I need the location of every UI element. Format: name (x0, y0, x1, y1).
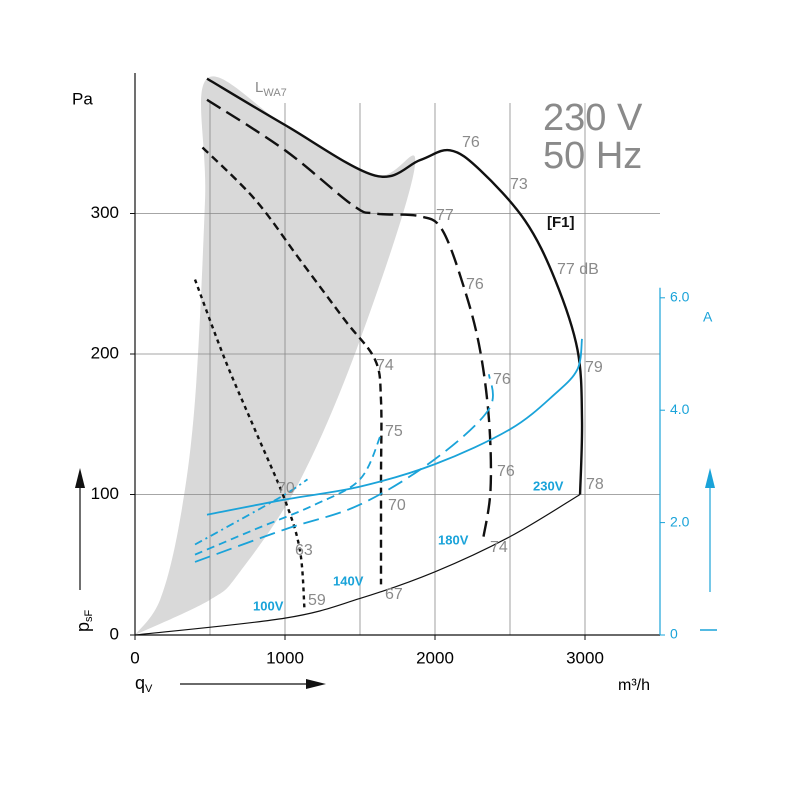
curve (206, 338, 583, 516)
y2-tick-label: 2.0 (670, 513, 690, 529)
y2-unit: A (703, 309, 713, 325)
y-label-sub: sF (83, 609, 95, 622)
db-label: 67 (385, 586, 403, 603)
x-arrowhead (306, 679, 326, 689)
y-arrowhead (75, 468, 85, 488)
y-label-main: p (73, 622, 93, 632)
y-unit: Pa (72, 89, 93, 108)
x-label-sub: V (145, 683, 153, 695)
db-label: 70 (388, 497, 406, 514)
y2-tick-label: 4.0 (670, 401, 690, 417)
db-label: 76 (493, 371, 511, 388)
db-label: 76 (497, 463, 515, 480)
frequency-label: 50 Hz (543, 135, 642, 177)
y-label: psF (73, 609, 95, 632)
curve (194, 478, 309, 546)
db-label: [F1] (547, 214, 575, 231)
x-label-main: q (135, 673, 145, 693)
db-label: 77 (436, 207, 454, 224)
db-label: 76 (466, 276, 484, 293)
db-label: 75 (385, 423, 403, 440)
db-label: 74 (490, 539, 508, 556)
db-label: 63 (295, 542, 313, 559)
x-tick-label: 3000 (566, 648, 604, 667)
curve (206, 98, 493, 540)
voltage-label: 230 V (543, 97, 643, 139)
x-tick-label: 1000 (266, 648, 304, 667)
db-label: 74 (376, 357, 394, 374)
y-tick-label: 300 (91, 203, 119, 222)
voltage-label: 230V (533, 478, 564, 493)
y-tick-label: 100 (91, 484, 119, 503)
voltage-label: 100V (253, 598, 284, 613)
x-tick-label: 0 (130, 648, 139, 667)
curve (194, 433, 382, 556)
curve-label-sub: WA7 (263, 87, 286, 99)
y-tick-label: 200 (91, 343, 119, 362)
y2-arrowhead (705, 468, 715, 488)
curve (193, 279, 306, 610)
y-tick-label: 0 (110, 624, 119, 643)
db-label: 79 (585, 359, 603, 376)
y2-tick-label: 6.0 (670, 289, 690, 305)
curve (206, 77, 584, 495)
voltage-label: 140V (333, 573, 364, 588)
curve (194, 374, 494, 563)
x-unit: m³/h (618, 677, 650, 694)
db-label: 59 (308, 592, 326, 609)
x-label: qV (135, 673, 153, 695)
db-label: 77 dB (557, 261, 599, 278)
unstable-region (135, 76, 416, 636)
db-label: 70 (277, 480, 295, 497)
curve-label: LWA7 (255, 79, 287, 99)
db-label: 76 (462, 134, 480, 151)
curve (134, 493, 581, 636)
curve-label-main: L (255, 79, 263, 96)
db-label: 78 (586, 476, 604, 493)
y2-tick-label: 0 (670, 626, 678, 642)
db-label: 73 (510, 176, 528, 193)
voltage-label: 180V (438, 532, 469, 547)
x-tick-label: 2000 (416, 648, 454, 667)
